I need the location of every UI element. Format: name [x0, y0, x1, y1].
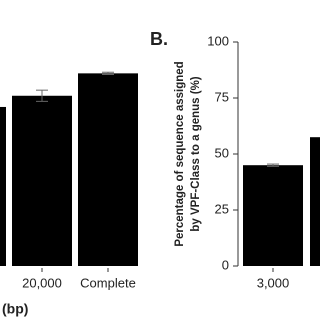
bar: [310, 137, 320, 266]
y-axis-title: Percentage of sequence assigned: [174, 61, 186, 246]
bar: [12, 95, 72, 266]
y-tick-label: 75: [215, 89, 229, 104]
bar: [78, 73, 138, 266]
panel-title: B.: [150, 29, 168, 49]
error-bar: [267, 163, 279, 167]
y-tick-label: 50: [215, 145, 229, 160]
x-tick-label: 3,000: [257, 275, 290, 290]
y-tick-label: 0: [222, 257, 229, 272]
error-bar: [102, 71, 114, 75]
y-tick-label: 25: [215, 201, 229, 216]
bar: [0, 106, 6, 267]
y-axis-title: by VPF-Class to a genus (%): [190, 76, 202, 231]
y-tick-label: 100: [207, 33, 229, 48]
x-tick-label: 20,000: [22, 275, 62, 290]
error-bar: [36, 89, 48, 102]
x-tick-label: Complete: [80, 275, 136, 290]
x-axis-title: (bp): [2, 301, 28, 317]
bar: [243, 165, 303, 266]
